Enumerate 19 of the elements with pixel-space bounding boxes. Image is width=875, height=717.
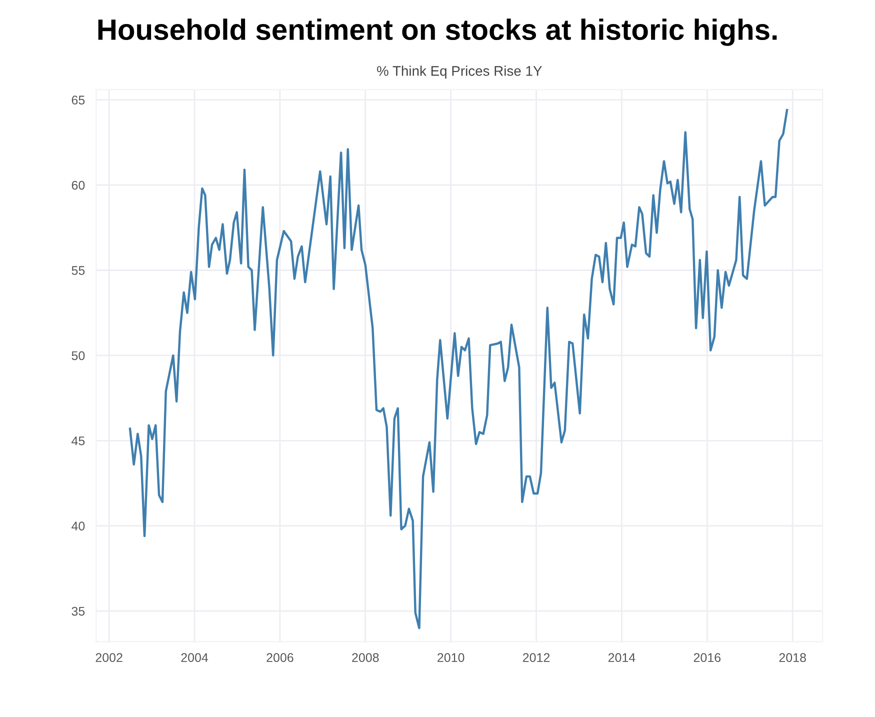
- x-tick-label: 2006: [266, 653, 294, 662]
- x-tick-label: 2004: [181, 653, 208, 662]
- y-tick-label: 55: [72, 266, 85, 275]
- y-tick-label: 50: [72, 351, 85, 360]
- x-tick-label: 2002: [96, 653, 122, 662]
- chart-subtitle: % Think Eq Prices Rise 1Y: [377, 66, 542, 79]
- y-tick-label: 35: [72, 606, 85, 616]
- y-tick-label: 65: [72, 96, 85, 104]
- chart-title: Household sentiment on stocks at historic highs.: [98, 18, 777, 46]
- x-tick-label: 2014: [608, 653, 636, 662]
- y-tick-label: 45: [72, 436, 85, 446]
- x-tick-label: 2016: [694, 653, 721, 662]
- y-tick-label: 40: [72, 522, 85, 530]
- x-tick-label: 2010: [438, 653, 464, 662]
- x-tick-label: 2018: [779, 653, 806, 662]
- line-series: [128, 108, 788, 630]
- y-tick-label: 60: [72, 180, 85, 190]
- x-tick-label: 2012: [523, 653, 550, 662]
- x-tick-label: 2008: [352, 653, 379, 662]
